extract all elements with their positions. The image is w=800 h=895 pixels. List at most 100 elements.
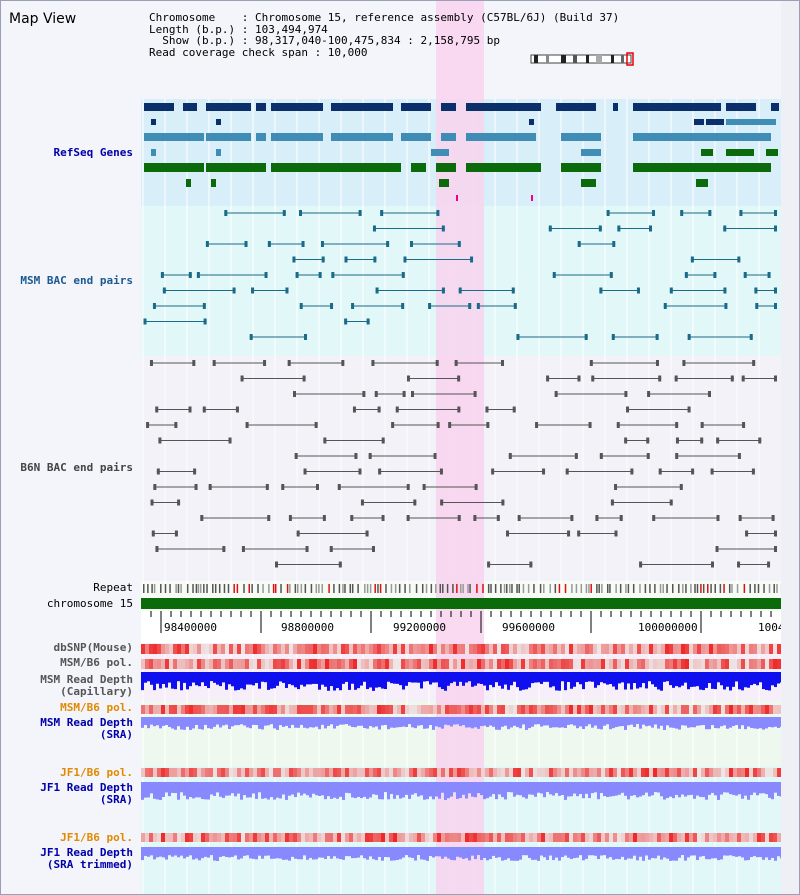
- jf1-pol-strip-2: [257, 833, 261, 842]
- jf1-depth-sra-bar: [444, 782, 447, 800]
- jf1-depth-sra-bar: [762, 782, 765, 794]
- jf1-depth-trimmed-bar: [174, 847, 177, 856]
- jf1-depth-sra-bar: [759, 782, 762, 794]
- dbsnp-strip: [585, 644, 589, 654]
- msm-pol-sra-strip: [677, 705, 681, 714]
- repeat-mark: [328, 584, 330, 593]
- repeat-mark: [690, 584, 692, 593]
- repeat-mark: [518, 584, 520, 593]
- msm-depth-capillary-bar: [678, 672, 681, 688]
- jf1-pol-strip-2: [477, 833, 481, 842]
- msm-pol-strip: [361, 659, 365, 669]
- jf1-pol-strip-1: [489, 768, 493, 777]
- msm-bac-pair: [548, 225, 552, 232]
- jf1-pol-strip-2: [341, 833, 345, 842]
- track-label-b6n-bac[interactable]: B6N BAC end pairs: [20, 461, 133, 474]
- jf1-depth-trimmed-bar: [471, 847, 474, 856]
- msm-bac-pair: [749, 334, 753, 340]
- msm-pol-sra-strip: [285, 705, 289, 714]
- msm-depth-sra-bar: [348, 717, 351, 726]
- dbsnp-strip: [165, 644, 169, 654]
- track-label-refseq[interactable]: RefSeq Genes: [53, 146, 133, 159]
- jf1-depth-sra-bar: [708, 782, 711, 795]
- ideogram-band: [534, 55, 538, 63]
- msm-pol-sra-strip: [209, 705, 213, 714]
- jf1-depth-trimmed-bar: [153, 847, 156, 860]
- gene-feature: [206, 103, 251, 111]
- jf1-pol-strip-2: [721, 833, 725, 842]
- dbsnp-strip: [341, 644, 345, 654]
- msm-depth-capillary-bar: [561, 672, 564, 682]
- msm-depth-capillary-bar: [300, 672, 303, 685]
- msm-pol-strip: [625, 659, 629, 669]
- msm-depth-sra-bar: [651, 717, 654, 728]
- jf1-depth-sra-bar: [432, 782, 435, 800]
- jf1-pol-strip-1: [409, 768, 413, 777]
- jf1-depth-trimmed-bar: [213, 847, 216, 861]
- msm-depth-capillary-bar: [147, 672, 150, 682]
- ideogram-band: [586, 55, 589, 63]
- msm-depth-sra-bar: [153, 717, 156, 727]
- chromosome-bar: [141, 598, 781, 609]
- jf1-depth-sra-bar: [225, 782, 228, 796]
- jf1-depth-sra-bar: [423, 782, 426, 800]
- dbsnp-strip: [521, 644, 525, 654]
- jf1-depth-sra-bar: [378, 782, 381, 800]
- msm-depth-sra-bar: [447, 717, 450, 726]
- b6n-bac-pair: [639, 561, 643, 568]
- msm-pol-sra-strip: [229, 705, 233, 714]
- msm-bac-pair: [202, 303, 206, 309]
- jf1-pol-strip-2: [361, 833, 365, 842]
- msm-pol-sra-strip: [561, 705, 565, 714]
- dbsnp-strip: [261, 644, 265, 654]
- msm-pol-sra-strip: [277, 705, 281, 714]
- msm-bac-pair: [299, 210, 303, 216]
- msm-bac-pair: [436, 210, 440, 216]
- msm-pol-strip: [189, 659, 193, 669]
- msm-pol-strip: [437, 659, 441, 669]
- b6n-bac-pair: [599, 453, 603, 459]
- jf1-depth-trimmed-bar: [627, 847, 630, 859]
- jf1-pol-strip-2: [625, 833, 629, 842]
- msm-depth-sra-bar: [549, 717, 552, 728]
- jf1-depth-sra-bar: [474, 782, 477, 798]
- b6n-bac-pair: [716, 515, 720, 521]
- msm-depth-sra-bar: [357, 717, 360, 726]
- jf1-depth-sra-bar: [456, 782, 459, 799]
- jf1-depth-trimmed-bar: [495, 847, 498, 858]
- msm-depth-sra-bar: [723, 717, 726, 726]
- msm-pol-strip: [669, 659, 673, 669]
- jf1-depth-sra-bar: [495, 782, 498, 800]
- jf1-depth-trimmed-bar: [753, 847, 756, 857]
- msm-pol-sra-strip: [357, 705, 361, 714]
- jf1-depth-trimmed-bar: [438, 847, 441, 857]
- track-label-dbsnp: dbSNP(Mouse): [53, 641, 133, 654]
- dbsnp-strip: [717, 644, 721, 654]
- msm-depth-capillary-bar: [354, 672, 357, 690]
- msm-bac-pair: [663, 303, 667, 309]
- msm-depth-capillary-bar: [684, 672, 687, 683]
- track-label-msm-bac[interactable]: MSM BAC end pairs: [20, 274, 133, 287]
- jf1-pol-strip-2: [173, 833, 177, 842]
- msm-depth-sra-bar: [405, 717, 408, 728]
- msm-depth-sra-bar: [345, 717, 348, 725]
- jf1-depth-sra-bar: [552, 782, 555, 796]
- jf1-pol-strip-1: [729, 768, 733, 777]
- jf1-depth-trimmed-bar: [444, 847, 447, 857]
- repeat-mark: [632, 584, 635, 593]
- gene-feature: [186, 179, 191, 187]
- b6n-bac-pair: [506, 530, 510, 537]
- msm-bac-pair: [380, 210, 384, 216]
- msm-bac-pair: [669, 287, 673, 294]
- jf1-pol-strip-1: [301, 768, 305, 777]
- repeat-mark: [763, 584, 765, 593]
- jf1-depth-trimmed-bar: [345, 847, 348, 857]
- msm-depth-sra-bar: [615, 717, 618, 728]
- msm-pol-strip: [221, 659, 225, 669]
- msm-pol-strip: [373, 659, 377, 669]
- dbsnp-strip: [233, 644, 237, 654]
- repeat-mark: [575, 584, 578, 593]
- jf1-depth-trimmed-bar: [423, 847, 426, 860]
- b6n-bac-pair: [535, 422, 539, 428]
